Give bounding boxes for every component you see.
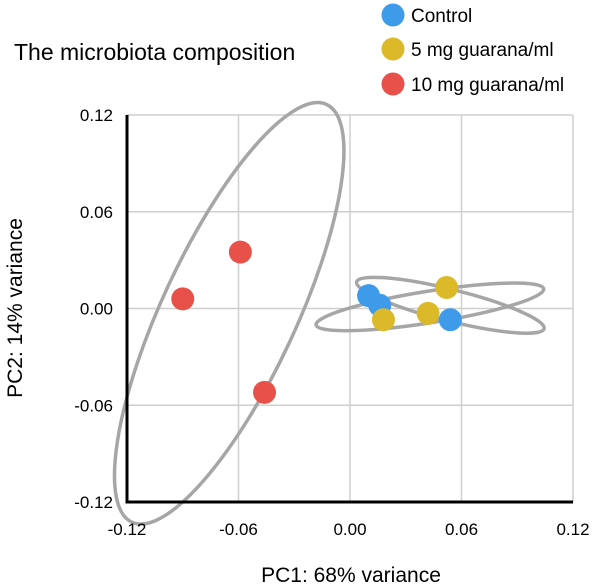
x-tick-label-1: -0.06 [219,520,258,539]
point-5-mg-guarana-ml-1 [416,301,440,325]
ellipses [112,100,546,526]
legend-label-10-mg-guarana-ml: 10 mg guarana/ml [411,75,564,96]
legend-label-5-mg-guarana-ml: 5 mg guarana/ml [411,40,554,61]
y-tick-label-4: -0.12 [74,493,113,512]
x-tick-label-0: -0.12 [108,520,147,539]
axes [125,115,573,504]
x-tick-label-2: 0.00 [333,520,366,539]
point-10-mg-guarana-ml-1 [228,240,252,264]
legend-marker-10-mg-guarana-ml [381,72,405,96]
point-5-mg-guarana-ml-0 [371,308,395,332]
tick-labels: -0.12 -0.06 0.00 0.06 0.12 0.12 0.06 0.00 -0.06 -… [74,106,589,539]
legend-marker-control [381,3,405,27]
y-tick-label-2: 0.00 [80,300,113,319]
y-tick-label-1: 0.06 [80,203,113,222]
chart-title: The microbiota composition [14,39,295,65]
legend-label-control: Control [411,6,472,27]
legend: Control 5 mg guarana/ml 10 mg guarana/ml [381,3,564,96]
point-10-mg-guarana-ml-2 [253,380,277,404]
x-tick-label-4: 0.12 [556,520,589,539]
point-5-mg-guarana-ml-2 [435,276,459,300]
x-tick-label-3: 0.06 [445,520,478,539]
y-tick-label-0: 0.12 [80,106,113,125]
point-control-2 [438,308,462,332]
x-axis-label: PC1: 68% variance [261,564,441,587]
y-axis-label: PC2: 14% variance [4,218,27,398]
y-tick-label-3: -0.06 [74,396,113,415]
legend-marker-5-mg-guarana-ml [381,37,405,61]
ellipse-10-mg-guarana-ml [112,100,346,526]
data-points [171,240,462,404]
point-10-mg-guarana-ml-0 [171,287,195,311]
